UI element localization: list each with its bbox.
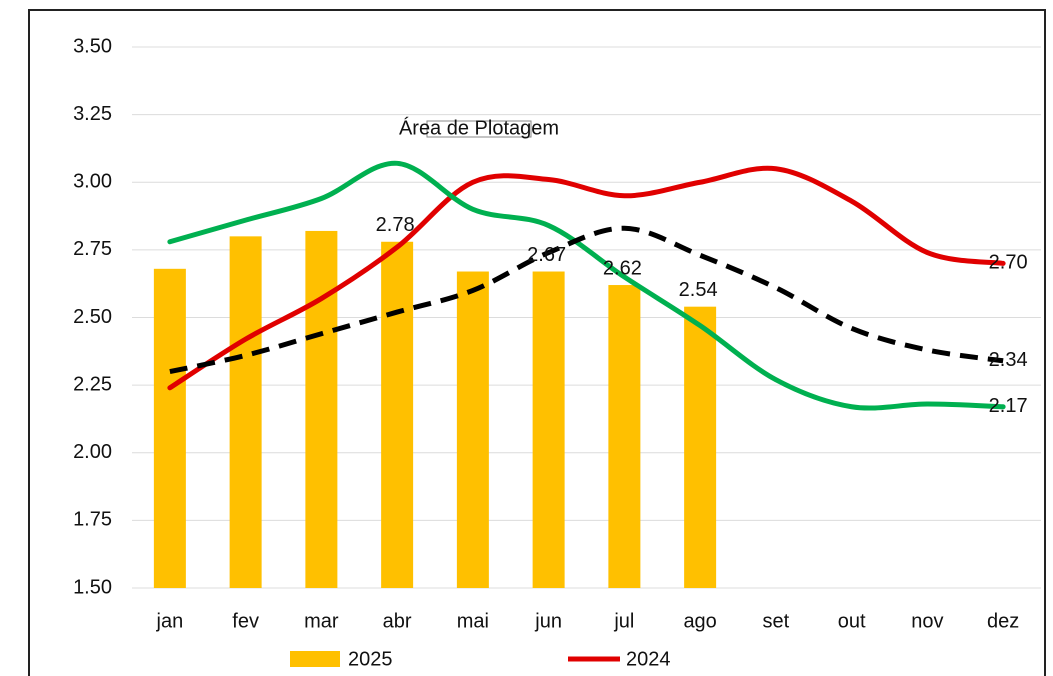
annotation: Área de Plotagem	[399, 116, 559, 139]
x-tick-label: fev	[232, 610, 259, 632]
x-tick-label: jun	[534, 610, 562, 632]
legend-label: 2025	[348, 648, 393, 670]
x-tick-label: jul	[613, 610, 634, 632]
y-tick-label: 3.25	[73, 103, 112, 125]
bar	[229, 236, 262, 588]
data-label: 2.54	[679, 279, 718, 301]
x-tick-label: nov	[911, 610, 943, 632]
data-label: 2.67	[527, 244, 566, 266]
bar	[381, 241, 414, 588]
y-tick-label: 2.75	[73, 238, 112, 260]
chart-border	[28, 9, 1046, 676]
x-tick-label: mai	[457, 610, 489, 632]
y-tick-label: 1.50	[73, 576, 112, 598]
data-label: 2.34	[989, 349, 1028, 371]
bar	[153, 268, 186, 588]
x-tick-label: ago	[683, 610, 716, 632]
line	[167, 165, 1006, 391]
y-tick-label: 3.50	[73, 35, 112, 57]
line	[167, 160, 1006, 411]
annotation-box	[426, 120, 532, 138]
bar	[532, 271, 565, 588]
bar	[684, 306, 717, 588]
x-tick-label: jan	[156, 610, 184, 632]
y-tick-label: 3.00	[73, 171, 112, 193]
y-tick-label: 2.50	[73, 306, 112, 328]
x-tick-label: abr	[383, 610, 412, 632]
x-tick-label: mar	[304, 610, 339, 632]
line	[169, 225, 1004, 375]
bar	[456, 271, 489, 588]
x-tick-label: out	[838, 610, 866, 632]
bar	[305, 230, 338, 588]
data-label: 2.70	[989, 252, 1028, 274]
x-tick-label: dez	[987, 610, 1019, 632]
legend-swatch	[290, 651, 340, 667]
data-label: 2.62	[603, 257, 642, 279]
y-tick-label: 1.75	[73, 509, 112, 531]
y-tick-label: 2.25	[73, 373, 112, 395]
legend-label: 2024	[626, 648, 671, 670]
y-tick-label: 2.00	[73, 441, 112, 463]
data-label: 2.17	[989, 395, 1028, 417]
data-label: 2.78	[376, 214, 415, 236]
x-tick-label: set	[763, 610, 790, 632]
bar	[608, 285, 641, 588]
